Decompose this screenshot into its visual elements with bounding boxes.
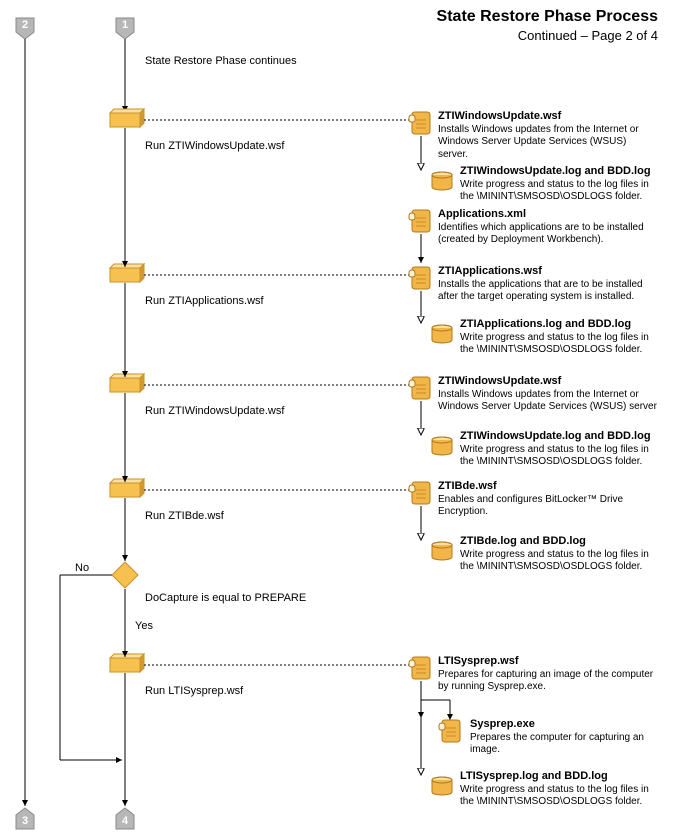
desc-ztiapplications: ZTIApplications.wsf Installs the applica…	[438, 265, 658, 304]
step-5-label: Run LTISysprep.wsf	[145, 685, 243, 697]
step-2-label: Run ZTIApplications.wsf	[145, 295, 264, 307]
step-4-label: Run ZTIBde.wsf	[145, 510, 224, 522]
svg-text:3: 3	[22, 815, 28, 827]
svg-text:1: 1	[122, 19, 128, 31]
desc-ltisysprep-log: LTISysprep.log and BDD.log Write progres…	[460, 770, 665, 809]
desc-ztibde: ZTIBde.wsf Enables and configures BitLoc…	[438, 480, 658, 519]
desc-ztiapplications-log: ZTIApplications.log and BDD.log Write pr…	[460, 318, 665, 357]
decision-no: No	[75, 562, 89, 574]
desc-applications-xml: Applications.xml Identifies which applic…	[438, 208, 658, 247]
step-3-label: Run ZTIWindowsUpdate.wsf	[145, 405, 284, 417]
desc-ztiwindowsupdate-1: ZTIWindowsUpdate.wsf Installs Windows up…	[438, 110, 658, 161]
decision-label: DoCapture is equal to PREPARE	[145, 592, 345, 604]
svg-text:4: 4	[122, 815, 129, 827]
decision-yes: Yes	[135, 620, 153, 632]
desc-ztibde-log: ZTIBde.log and BDD.log Write progress an…	[460, 535, 665, 574]
desc-ltisysprep: LTISysprep.wsf Prepares for capturing an…	[438, 655, 658, 694]
svg-text:2: 2	[22, 19, 28, 31]
desc-sysprep-exe: Sysprep.exe Prepares the computer for ca…	[470, 718, 665, 757]
step-1-label: Run ZTIWindowsUpdate.wsf	[145, 140, 284, 152]
desc-ztiwindowsupdate-2: ZTIWindowsUpdate.wsf Installs Windows up…	[438, 375, 658, 414]
continues-label: State Restore Phase continues	[145, 55, 345, 67]
desc-ztiwindowsupdate-1-log: ZTIWindowsUpdate.log and BDD.log Write p…	[460, 165, 665, 204]
desc-ztiwindowsupdate-2-log: ZTIWindowsUpdate.log and BDD.log Write p…	[460, 430, 665, 469]
